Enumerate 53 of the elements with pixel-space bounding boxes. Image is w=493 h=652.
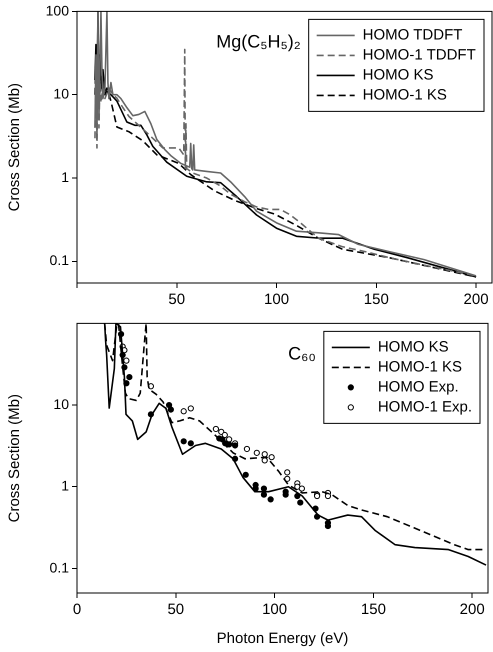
point bbox=[324, 492, 332, 500]
y-tick-label: 0.1 bbox=[50, 252, 70, 268]
x-tick-label: 100 bbox=[264, 291, 290, 308]
y-tick-label: 1 bbox=[61, 478, 70, 494]
annotation: Mg(C₅H₅)₂ bbox=[216, 31, 301, 52]
y-tick-label: 1 bbox=[61, 168, 70, 185]
x-tick-label: 50 bbox=[167, 601, 184, 618]
annotation: C₆₀ bbox=[288, 343, 316, 364]
point bbox=[168, 406, 174, 413]
point bbox=[262, 451, 268, 458]
point bbox=[123, 358, 130, 364]
point bbox=[188, 405, 194, 412]
y-tick-label: 100 bbox=[46, 2, 70, 18]
legend-label: HOMO TDDFT bbox=[362, 26, 462, 44]
point bbox=[254, 450, 260, 456]
x-tick-label: 150 bbox=[364, 291, 389, 308]
point bbox=[262, 457, 268, 464]
point bbox=[180, 408, 187, 414]
point bbox=[268, 496, 274, 502]
x-axis-title: Photon Energy (eV) bbox=[216, 630, 348, 648]
point bbox=[166, 402, 172, 408]
point bbox=[297, 499, 304, 506]
point bbox=[126, 374, 132, 380]
point bbox=[188, 440, 194, 446]
x-tick-label: 200 bbox=[460, 601, 485, 618]
legend-label: HOMO KS bbox=[378, 338, 449, 356]
point bbox=[244, 446, 250, 452]
y-axis-title: Cross Section (Mb) bbox=[6, 394, 24, 522]
x-tick-label: 100 bbox=[262, 601, 288, 618]
x-tick-label: 50 bbox=[168, 291, 186, 308]
y-tick-label: 10 bbox=[53, 86, 70, 102]
point bbox=[298, 485, 305, 492]
y-tick-label: 0.1 bbox=[50, 559, 70, 576]
point bbox=[232, 442, 238, 449]
legend-label: HOMO Exp. bbox=[378, 378, 459, 396]
y-tick-label: 10 bbox=[53, 396, 70, 412]
point bbox=[284, 469, 290, 476]
point bbox=[260, 492, 268, 498]
point bbox=[268, 454, 275, 460]
legend-label: HOMO-1 KS bbox=[362, 86, 447, 104]
point bbox=[222, 432, 228, 438]
point bbox=[260, 485, 268, 492]
legend-label: HOMO-1 TDDFT bbox=[362, 46, 476, 64]
x-tick-label: 200 bbox=[464, 291, 489, 308]
point bbox=[242, 472, 249, 478]
point bbox=[180, 438, 187, 444]
legend-label: HOMO-1 Exp. bbox=[378, 398, 472, 416]
x-tick-label: 0 bbox=[72, 601, 82, 618]
y-axis-title: Cross Section (Mb) bbox=[6, 83, 24, 212]
legend-label: HOMO-1 KS bbox=[378, 358, 462, 376]
legend-label: HOMO KS bbox=[362, 66, 434, 84]
point bbox=[212, 426, 220, 432]
x-tick-label: 150 bbox=[360, 601, 386, 618]
